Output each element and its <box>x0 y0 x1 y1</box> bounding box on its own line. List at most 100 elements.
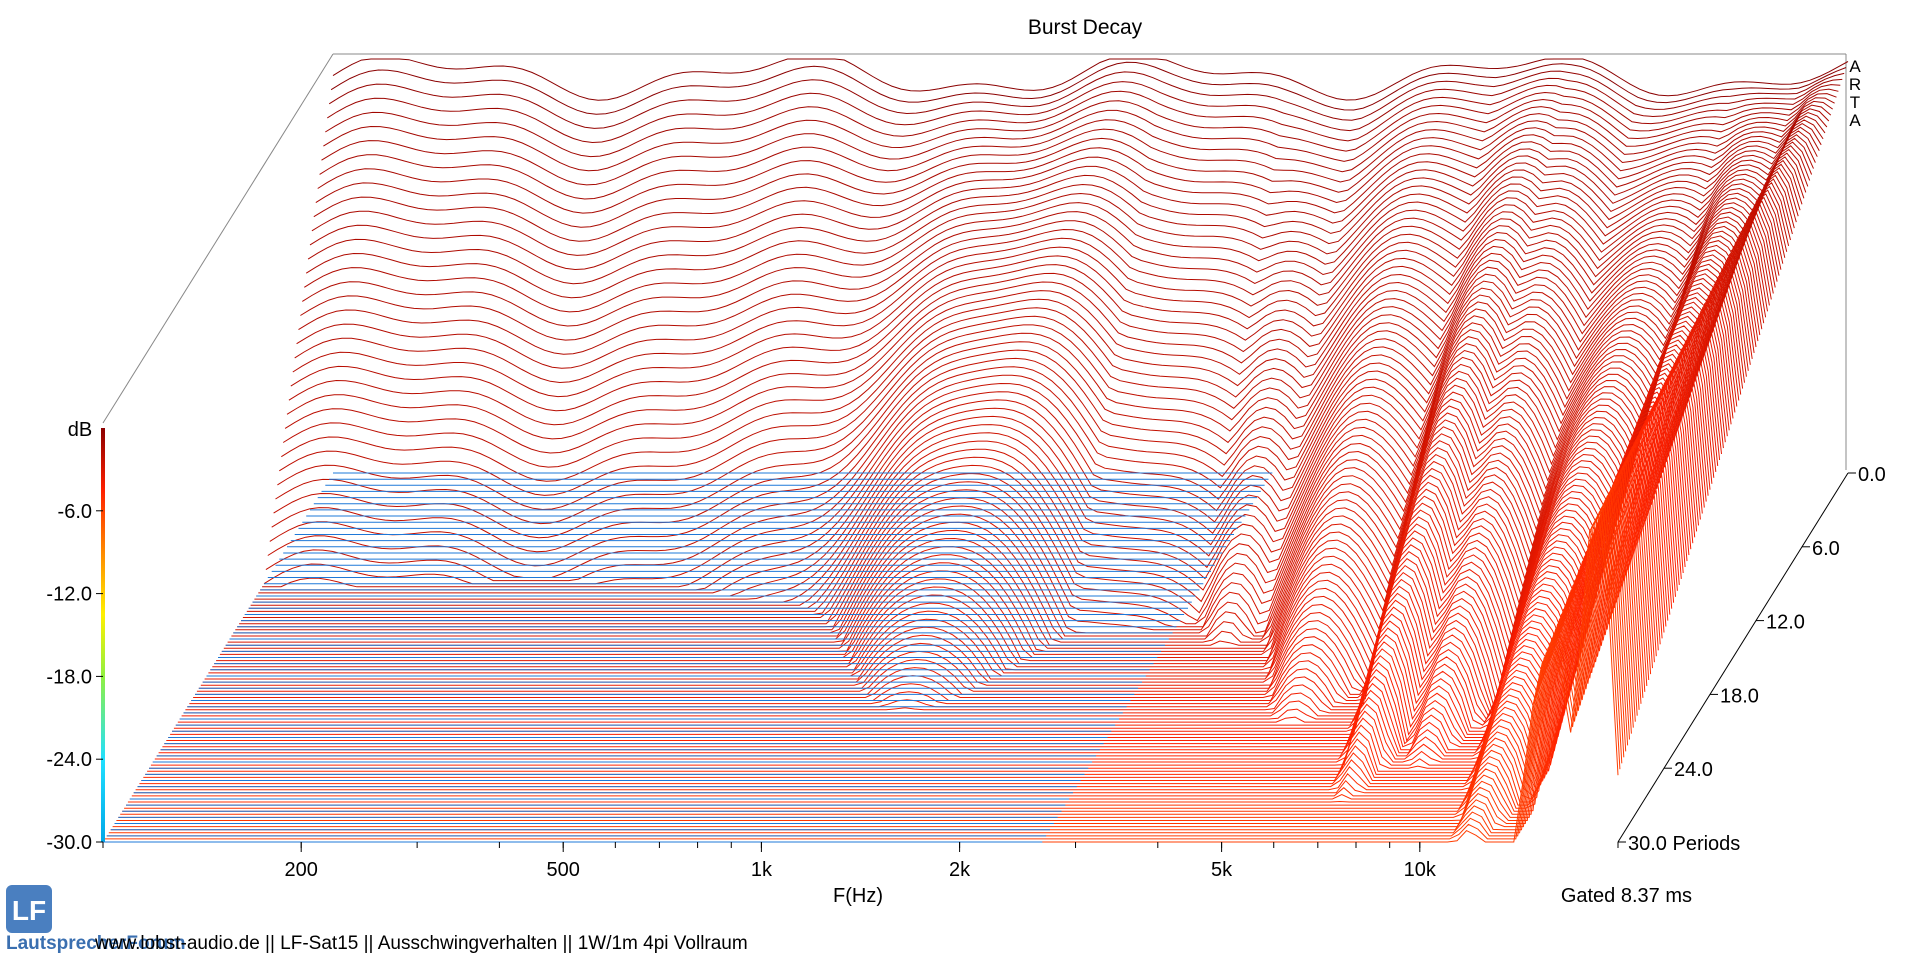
z-axis-ticks: -6.0 -12.0 -18.0 -24.0 -30.0 <box>46 501 103 854</box>
brand-letter: T <box>1850 93 1860 112</box>
decay-slice <box>196 333 1713 692</box>
brand-letter: A <box>1849 111 1861 130</box>
decay-slice <box>227 274 1744 643</box>
y-tick-label: 6.0 <box>1812 538 1840 560</box>
z-tick-label: -18.0 <box>46 666 92 688</box>
decay-slice <box>104 510 1621 840</box>
decay-slice <box>200 326 1717 687</box>
decay-slice <box>135 451 1652 791</box>
chart-title: Burst Decay <box>1028 16 1143 39</box>
decay-slice <box>108 503 1625 834</box>
decay-slice <box>300 134 1816 341</box>
decay-slice <box>177 370 1694 723</box>
gate-note: Gated 8.37 ms <box>1561 885 1692 907</box>
decay-slice <box>246 237 1763 612</box>
logo-text: LautsprecherForum <box>6 933 186 954</box>
svg-text:LF: LF <box>12 895 46 926</box>
y-tick-label: 12.0 <box>1766 612 1805 634</box>
decay-slice <box>317 100 1833 214</box>
decay-slice <box>330 61 1847 115</box>
y-tick-label: 18.0 <box>1720 685 1759 707</box>
y-axis-ticks: 0.0 6.0 12.0 18.0 24.0 30.0 Periods <box>1617 464 1886 855</box>
decay-slice <box>313 108 1830 242</box>
z-axis-label: dB <box>68 419 92 441</box>
decay-slice <box>116 488 1632 821</box>
decay-slice <box>321 93 1837 186</box>
color-scale-bar <box>101 428 105 842</box>
decay-slice <box>250 230 1767 606</box>
x-tick-label: 10k <box>1404 859 1437 881</box>
decay-slice <box>298 137 1814 355</box>
decay-slice <box>147 429 1663 772</box>
decay-slice <box>158 407 1675 754</box>
z-tick-label: -12.0 <box>46 584 92 606</box>
decay-slice <box>152 418 1669 763</box>
decay-slice <box>271 189 1788 553</box>
decay-slice <box>204 318 1721 680</box>
decay-slice <box>235 259 1751 631</box>
brand-letter: R <box>1849 75 1861 94</box>
decay-slice <box>193 340 1709 698</box>
decay-slice <box>265 200 1782 582</box>
decay-slice <box>166 392 1682 742</box>
decay-slice <box>254 222 1770 600</box>
decay-slice <box>290 152 1807 412</box>
decay-slice <box>242 244 1759 618</box>
decay-slice <box>323 88 1839 172</box>
decay-slice <box>305 123 1822 299</box>
decay-slice <box>143 436 1659 780</box>
decay-slice <box>239 252 1755 625</box>
decay-slice <box>286 159 1803 440</box>
decay-slice <box>325 84 1841 158</box>
x-tick-label: 5k <box>1211 859 1233 881</box>
decay-slice <box>173 377 1690 729</box>
decay-slice <box>327 77 1843 144</box>
decay-slice <box>262 207 1778 588</box>
decay-slice <box>181 362 1698 718</box>
decay-slice <box>150 421 1667 766</box>
brand-letter: A <box>1849 57 1861 76</box>
decay-slice <box>311 111 1828 256</box>
waterfall-surface <box>103 58 1849 843</box>
decay-slice <box>231 266 1747 637</box>
decay-slice <box>282 167 1799 468</box>
decay-slice <box>304 126 1820 313</box>
decay-slice <box>139 444 1655 786</box>
decay-slice <box>185 355 1701 712</box>
decay-slice <box>258 215 1774 594</box>
x-tick-label: 200 <box>285 859 318 881</box>
decay-slice <box>127 466 1644 803</box>
y-tick-label: 0.0 <box>1858 464 1886 486</box>
footer-caption: www.lobst-audio.de || LF-Sat15 || Aussch… <box>95 933 748 954</box>
decay-slice <box>124 473 1640 809</box>
decay-slice <box>219 289 1736 655</box>
decay-slice <box>307 119 1824 285</box>
decay-slice <box>315 104 1832 228</box>
decay-slice <box>296 141 1813 369</box>
decay-slice <box>332 58 1849 101</box>
decay-slice <box>273 185 1790 539</box>
decay-slice <box>328 70 1845 129</box>
decay-slice <box>112 495 1629 828</box>
x-tick-label: 500 <box>547 859 580 881</box>
decay-slice <box>279 174 1795 496</box>
frame-left-edge <box>102 53 334 424</box>
z-tick-label: -6.0 <box>58 501 92 523</box>
y-tick-label: 24.0 <box>1674 759 1713 781</box>
decay-slice <box>309 115 1826 271</box>
decay-slice <box>189 348 1705 705</box>
lf-logo-icon: LF <box>6 885 52 933</box>
decay-slice <box>208 311 1724 674</box>
x-tick-label: 1k <box>751 859 773 881</box>
z-tick-label: -30.0 <box>46 832 92 854</box>
decay-slice <box>288 156 1805 426</box>
decay-slice <box>212 303 1728 668</box>
decay-slice <box>162 399 1678 748</box>
decay-slice <box>277 178 1793 511</box>
decay-slice <box>131 458 1648 797</box>
y-axis-line <box>1617 472 1849 843</box>
decay-slice <box>223 281 1740 649</box>
decay-slice <box>275 182 1791 525</box>
x-tick-label: 2k <box>949 859 971 881</box>
